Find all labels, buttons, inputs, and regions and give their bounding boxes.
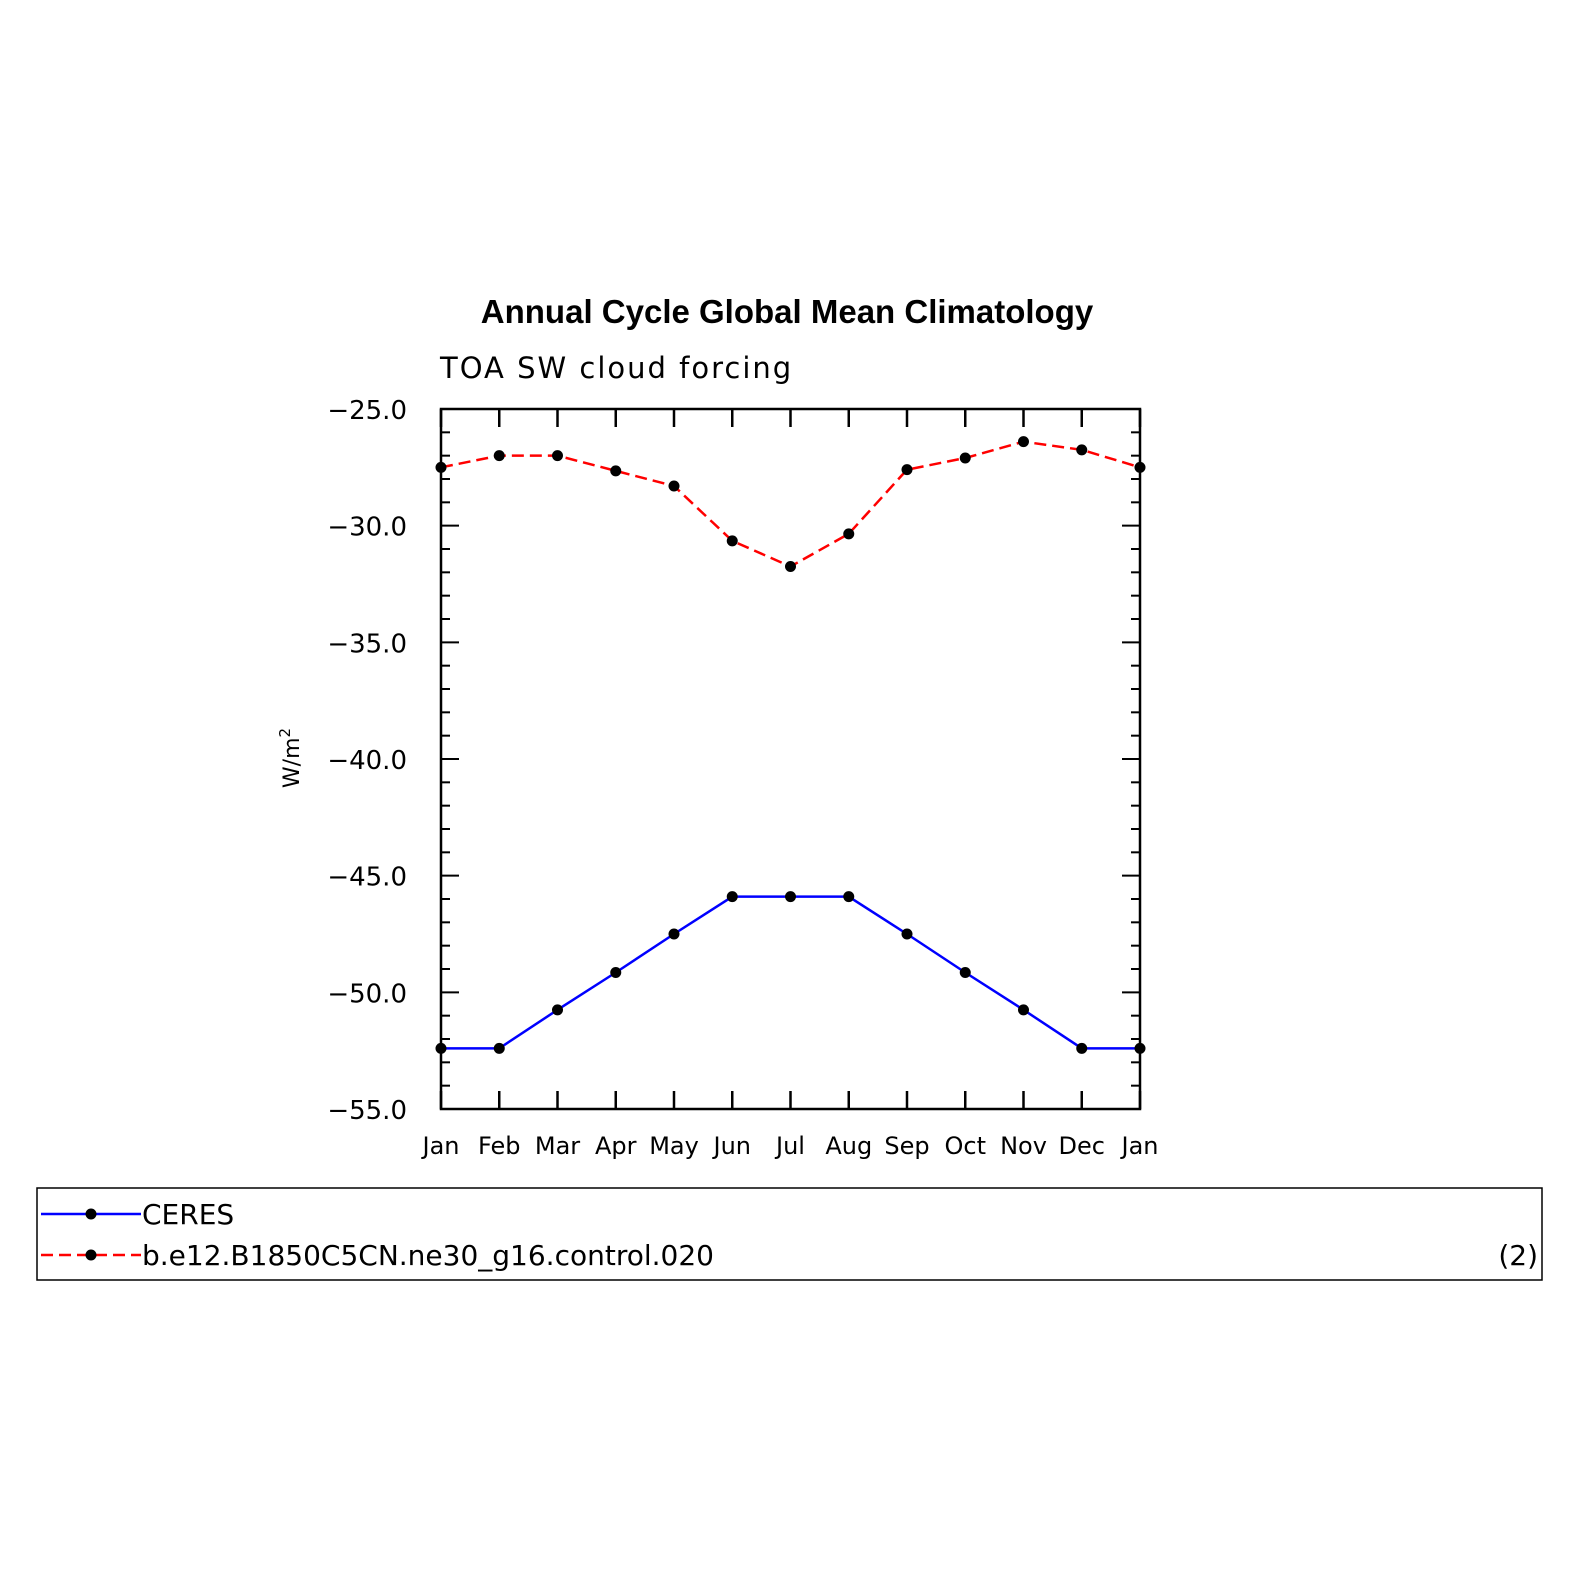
legend: CERES b.e12.B1850C5CN.ne30_g16.control.0… xyxy=(36,1187,1543,1281)
x-tick-label: Dec xyxy=(1059,1132,1105,1160)
series-line-model xyxy=(440,440,1141,568)
data-point-model xyxy=(493,450,505,462)
x-tick-label: May xyxy=(649,1132,699,1160)
data-point-ceres xyxy=(726,891,738,903)
plot-frame xyxy=(439,407,1142,1111)
x-tick-label: Feb xyxy=(478,1132,521,1160)
x-tick-label: Apr xyxy=(595,1132,637,1160)
legend-box xyxy=(36,1187,1543,1281)
y-tick-label: −45.0 xyxy=(327,863,407,893)
data-point-ceres xyxy=(552,1004,563,1016)
x-tick-label: Sep xyxy=(884,1132,929,1160)
x-tick-label: Mar xyxy=(535,1132,580,1160)
data-point-ceres xyxy=(493,1042,505,1054)
data-point-model xyxy=(668,480,680,492)
data-point-ceres xyxy=(1018,1004,1029,1016)
data-point-ceres xyxy=(610,967,622,978)
data-point-ceres xyxy=(901,928,913,940)
data-point-ceres xyxy=(1076,1042,1088,1054)
data-point-ceres xyxy=(1134,1042,1146,1054)
chart-subtitle: TOA SW cloud forcing xyxy=(439,351,793,385)
data-point-model xyxy=(843,528,855,540)
data-point-model xyxy=(610,465,622,477)
x-tick-label: Jul xyxy=(774,1132,805,1160)
chart-title: Annual Cycle Global Mean Climatology xyxy=(481,293,1094,330)
data-point-ceres xyxy=(843,891,855,903)
y-tick-label: −30.0 xyxy=(327,513,407,543)
y-axis: −25.0 −30.0 −35.0 −40.0 −45.0 −50.0 −55.0 xyxy=(327,396,1140,1126)
series-layer xyxy=(435,436,1146,1054)
x-tick-label: Jan xyxy=(421,1132,460,1160)
x-tick-label: Nov xyxy=(1000,1132,1047,1160)
legend-label-ceres: CERES xyxy=(142,1198,234,1231)
data-point-ceres xyxy=(785,891,796,903)
data-point-ceres xyxy=(435,1042,447,1054)
y-tick-label: −25.0 xyxy=(327,396,407,426)
x-tick-label: Jan xyxy=(1120,1132,1159,1160)
legend-note: (2) xyxy=(1498,1239,1538,1272)
x-tick-label: Aug xyxy=(825,1132,872,1160)
y-tick-label: −50.0 xyxy=(327,979,407,1009)
data-point-ceres xyxy=(959,967,971,978)
legend-marker-model xyxy=(85,1249,97,1261)
data-point-model xyxy=(1134,461,1146,473)
y-tick-label: −35.0 xyxy=(327,629,407,659)
y-axis-label-superscript: 2 xyxy=(276,728,294,738)
data-point-model xyxy=(1076,444,1088,456)
y-tick-label: −55.0 xyxy=(327,1096,407,1126)
x-tick-label: Oct xyxy=(945,1132,987,1160)
data-point-model xyxy=(726,535,738,547)
series-line-ceres xyxy=(441,895,1140,1050)
x-tick-label: Jun xyxy=(712,1132,752,1160)
data-point-model xyxy=(1018,436,1029,448)
data-point-model xyxy=(785,561,796,572)
x-axis: Jan Feb Mar Apr May Jun Jul Aug Sep Oct Nov Dec Jan xyxy=(421,409,1159,1160)
legend-label-model: b.e12.B1850C5CN.ne30_g16.control.020 xyxy=(142,1239,714,1272)
data-point-model xyxy=(552,450,563,462)
y-tick-label: −40.0 xyxy=(327,746,407,776)
data-point-model xyxy=(435,461,447,473)
data-point-model xyxy=(959,452,971,464)
y-axis-label-text: W/m xyxy=(280,737,305,788)
y-axis-label: W/m2 xyxy=(276,728,305,788)
data-point-ceres xyxy=(668,928,680,940)
legend-marker-ceres xyxy=(85,1208,97,1220)
plot-area xyxy=(439,407,1142,1111)
data-point-model xyxy=(901,464,913,476)
